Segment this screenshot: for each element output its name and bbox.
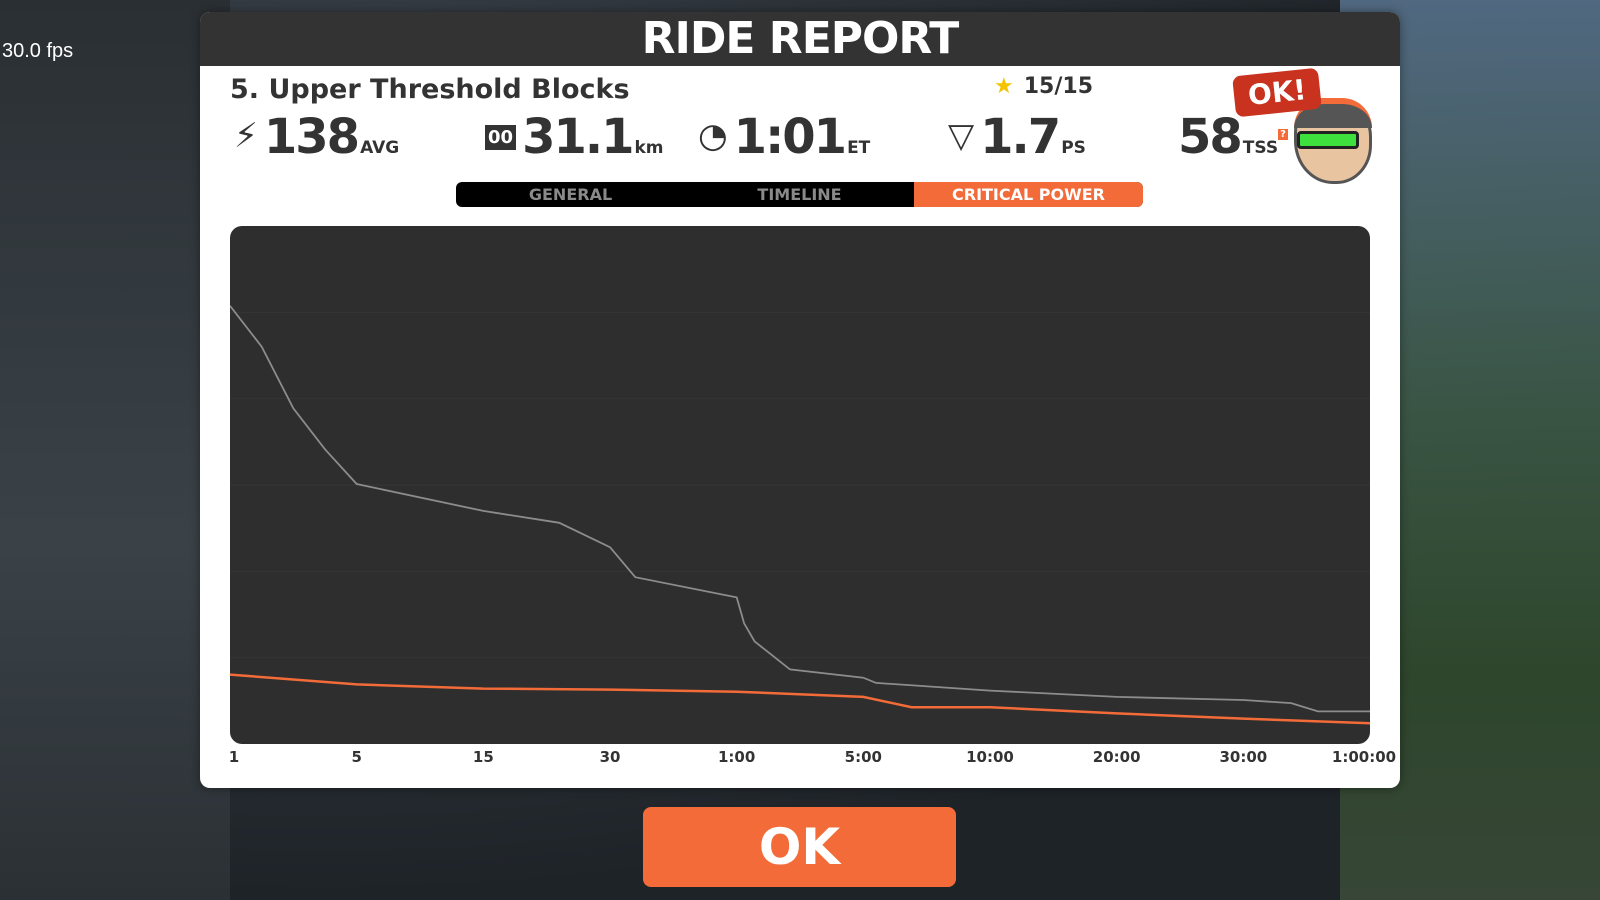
workout-stars: ★ 15/15 <box>994 74 1093 99</box>
stat-pizza-slices: ▽ 1.7 PS <box>948 112 1086 162</box>
stat-unit: PS <box>1061 138 1086 158</box>
tab-critical-power[interactable]: CRITICAL POWER <box>914 182 1143 207</box>
stat-value: 1:01 <box>733 109 847 165</box>
fps-counter: 30.0 fps <box>2 40 74 62</box>
stat-unit: km <box>634 138 664 158</box>
clock-icon: ◔ <box>698 116 728 156</box>
pizza-icon: ▽ <box>948 116 975 156</box>
stat-unit: ET <box>847 138 871 158</box>
background-scenery <box>0 0 230 900</box>
avatar <box>1294 98 1372 184</box>
power-bolt-icon: ⚡ <box>234 116 258 156</box>
x-tick-label: 30 <box>599 748 621 766</box>
stat-value: 58 <box>1178 109 1243 165</box>
ok-button[interactable]: OK <box>643 807 956 887</box>
stars-count: 15/15 <box>1023 74 1093 99</box>
stat-value: 1.7 <box>980 109 1061 165</box>
x-tick-label: 1 <box>228 748 240 766</box>
x-tick-label: 15 <box>472 748 494 766</box>
stat-tss: 58 TSS? <box>1178 112 1288 162</box>
stat-value: 31.1 <box>522 109 634 165</box>
stat-value: 138 <box>263 109 360 165</box>
x-tick-label: 1:00 <box>718 748 756 766</box>
star-icon: ★ <box>994 74 1014 99</box>
x-tick-label: 30:00 <box>1219 748 1268 766</box>
odometer-icon: 00 <box>485 125 517 150</box>
tab-timeline[interactable]: TIMELINE <box>757 185 842 204</box>
stat-unit: TSS <box>1242 138 1279 158</box>
x-tick-label: 10:00 <box>966 748 1014 766</box>
ride-report-dialog: RIDE REPORT 5. Upper Threshold Blocks ★ 1… <box>200 12 1400 788</box>
stat-avg-power: ⚡ 138 AVG <box>234 112 399 162</box>
best-power-line <box>230 305 1370 713</box>
x-tick-label: 5:00 <box>844 748 882 766</box>
x-tick-label: 20:00 <box>1092 748 1141 766</box>
x-tick-label: 1:00:00 <box>1331 748 1397 766</box>
ride-power-line <box>230 673 1370 725</box>
tab-general[interactable]: GENERAL <box>528 185 613 204</box>
report-tabs: GENERAL TIMELINE CRITICAL POWER <box>456 182 1143 207</box>
stat-unit: AVG <box>360 138 400 158</box>
critical-power-chart <box>230 226 1370 744</box>
x-tick-label: 5 <box>351 748 362 766</box>
dialog-title: RIDE REPORT <box>200 12 1400 66</box>
workout-name: 5. Upper Threshold Blocks <box>230 74 630 105</box>
chart-svg <box>230 305 1370 725</box>
help-icon[interactable]: ? <box>1278 129 1288 140</box>
stat-distance: 00 31.1 km <box>485 112 664 162</box>
stat-elapsed-time: ◔ 1:01 ET <box>698 112 870 162</box>
